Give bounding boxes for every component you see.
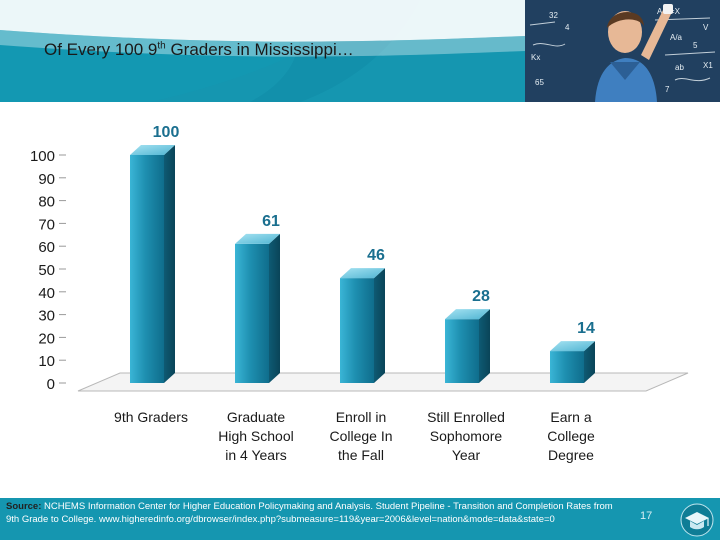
bar-front xyxy=(235,243,269,383)
y-tick-label: 40 xyxy=(38,285,55,302)
board-mark: ab xyxy=(675,63,684,72)
y-tick-label: 100 xyxy=(30,148,55,165)
bar-side xyxy=(374,268,385,383)
chart-floor-plane xyxy=(77,372,689,392)
y-tick-label: 30 xyxy=(38,308,55,325)
board-mark: A/a xyxy=(670,33,683,42)
footer-bar xyxy=(0,498,720,540)
x-tick-label: Earn a College Degree xyxy=(547,409,595,463)
x-tick-label: Graduate High School in 4 Years xyxy=(218,409,294,463)
source-citation: Source: NCHEMS Information Center for Hi… xyxy=(6,501,613,525)
x-tick-label: Still Enrolled Sophomore Year xyxy=(427,409,505,463)
bar-side xyxy=(479,309,490,383)
page-number: 17 xyxy=(640,510,653,522)
graduation-cap-icon xyxy=(680,503,714,537)
board-mark: 32 xyxy=(549,11,558,20)
chart-floor xyxy=(77,372,689,392)
page-title: Of Every 100 9th Graders in Mississippi… xyxy=(44,40,354,59)
board-mark: 5 xyxy=(693,41,698,50)
bar-top xyxy=(445,309,490,320)
data-label: 100 xyxy=(153,124,180,141)
board-mark: X1 xyxy=(703,61,713,70)
bar-side xyxy=(269,233,280,383)
y-tick-label: 70 xyxy=(38,216,55,233)
y-tick-label: 90 xyxy=(38,171,55,188)
y-axis: 0 10 20 30 40 50 60 70 80 90 100 xyxy=(30,148,66,393)
bar-front xyxy=(550,351,584,383)
y-tick-label: 20 xyxy=(38,330,55,347)
y-tick-label: 60 xyxy=(38,239,55,256)
data-label: 46 xyxy=(367,247,385,264)
y-tick-label: 50 xyxy=(38,262,55,279)
x-axis-labels: 9th Graders Graduate High School in 4 Years… xyxy=(114,409,595,463)
x-tick-label: Enroll in College In the Fall xyxy=(329,409,392,463)
bar-top xyxy=(235,233,280,244)
bar-side xyxy=(164,145,175,383)
y-tick-label: 10 xyxy=(38,353,55,370)
data-label: 14 xyxy=(577,320,595,337)
y-tick-label: 0 xyxy=(47,376,55,393)
board-mark: Kx xyxy=(531,53,540,62)
bar-front xyxy=(130,155,164,383)
bars-group xyxy=(130,145,595,383)
bar-front xyxy=(340,278,374,383)
x-tick-label: 9th Graders xyxy=(114,409,188,425)
bar-chart: 0 10 20 30 40 50 60 70 80 90 100 100 61 46 28 14 9th G… xyxy=(30,124,689,463)
bar-front xyxy=(445,319,479,383)
board-mark: 7 xyxy=(665,85,670,94)
board-mark: 65 xyxy=(535,78,544,87)
bar-top xyxy=(130,145,175,155)
board-mark: V xyxy=(703,23,709,32)
student-chalkboard-photo: 32 A/B=X V A/a Kx 5 ab 4 X1 65 7 xyxy=(525,0,720,102)
bar-top xyxy=(550,341,595,352)
board-mark: 4 xyxy=(565,23,570,32)
bar-top xyxy=(340,268,385,279)
data-label: 28 xyxy=(472,288,490,305)
data-labels-group: 100 61 46 28 14 xyxy=(153,124,595,337)
y-tick-label: 80 xyxy=(38,194,55,211)
data-label: 61 xyxy=(262,213,280,230)
bar-side xyxy=(584,341,595,383)
